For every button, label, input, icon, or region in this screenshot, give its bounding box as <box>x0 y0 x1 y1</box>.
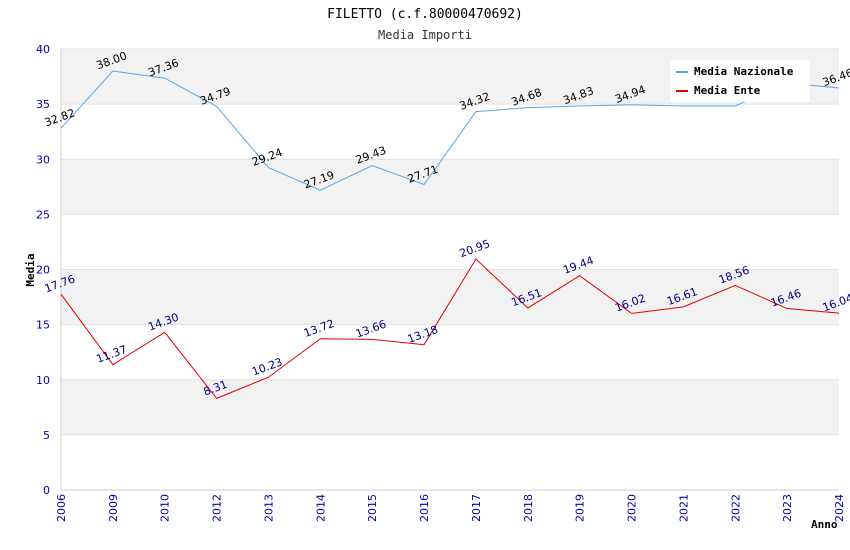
x-tick-label: 2009 <box>107 494 120 522</box>
legend-label-media-nazionale: Media Nazionale <box>694 65 794 78</box>
legend-label-media-ente: Media Ente <box>694 84 761 97</box>
x-tick-label: 2016 <box>418 494 431 522</box>
grid-band <box>61 379 839 435</box>
y-tick-label: 0 <box>43 484 50 497</box>
chart-subtitle: Media Importi <box>378 28 472 42</box>
y-tick-label: 25 <box>36 208 50 221</box>
x-tick-label: 2013 <box>262 494 275 522</box>
x-tick-label: 2015 <box>366 494 379 522</box>
y-tick-label: 20 <box>36 264 50 277</box>
y-tick-label: 35 <box>36 98 50 111</box>
x-tick-label: 2014 <box>314 494 327 522</box>
x-tick-label: 2021 <box>677 494 690 522</box>
y-tick-label: 10 <box>36 374 50 387</box>
x-tick-label: 2006 <box>55 494 68 522</box>
x-tick-label: 2020 <box>626 494 639 522</box>
legend: Media Nazionale Media Ente <box>670 60 810 102</box>
y-tick-label: 40 <box>36 43 50 56</box>
x-tick-label: 2023 <box>781 494 794 522</box>
y-tick-labels: 0 5 10 15 20 25 30 35 40 <box>36 43 50 497</box>
legend-box <box>670 60 810 102</box>
grid-lines <box>61 48 839 491</box>
x-tick-label: 2018 <box>522 494 535 522</box>
x-tick-label: 2012 <box>211 494 224 522</box>
x-tick-labels: 2006 2009 2010 2012 2013 2014 2015 2016 2017 2018… <box>55 494 846 522</box>
x-tick-label: 2019 <box>574 494 587 522</box>
y-tick-label: 15 <box>36 319 50 332</box>
x-tick-label: 2010 <box>159 494 172 522</box>
series-lines <box>60 70 840 399</box>
series-line-media-ente <box>60 258 840 399</box>
grid-band <box>61 269 839 325</box>
chart-title: FILETTO (c.f.80000470692) <box>327 7 523 22</box>
x-tick-label: 2024 <box>833 494 846 522</box>
y-axis-label: Media <box>24 253 37 286</box>
x-axis-label: Anno <box>811 518 838 531</box>
y-tick-label: 5 <box>43 429 50 442</box>
y-tick-label: 30 <box>36 153 50 166</box>
grid-band <box>61 159 839 215</box>
series-line-media-nazionale <box>60 70 840 191</box>
axes <box>60 49 839 491</box>
x-tick-label: 2022 <box>729 494 742 522</box>
x-tick-label: 2017 <box>470 494 483 522</box>
